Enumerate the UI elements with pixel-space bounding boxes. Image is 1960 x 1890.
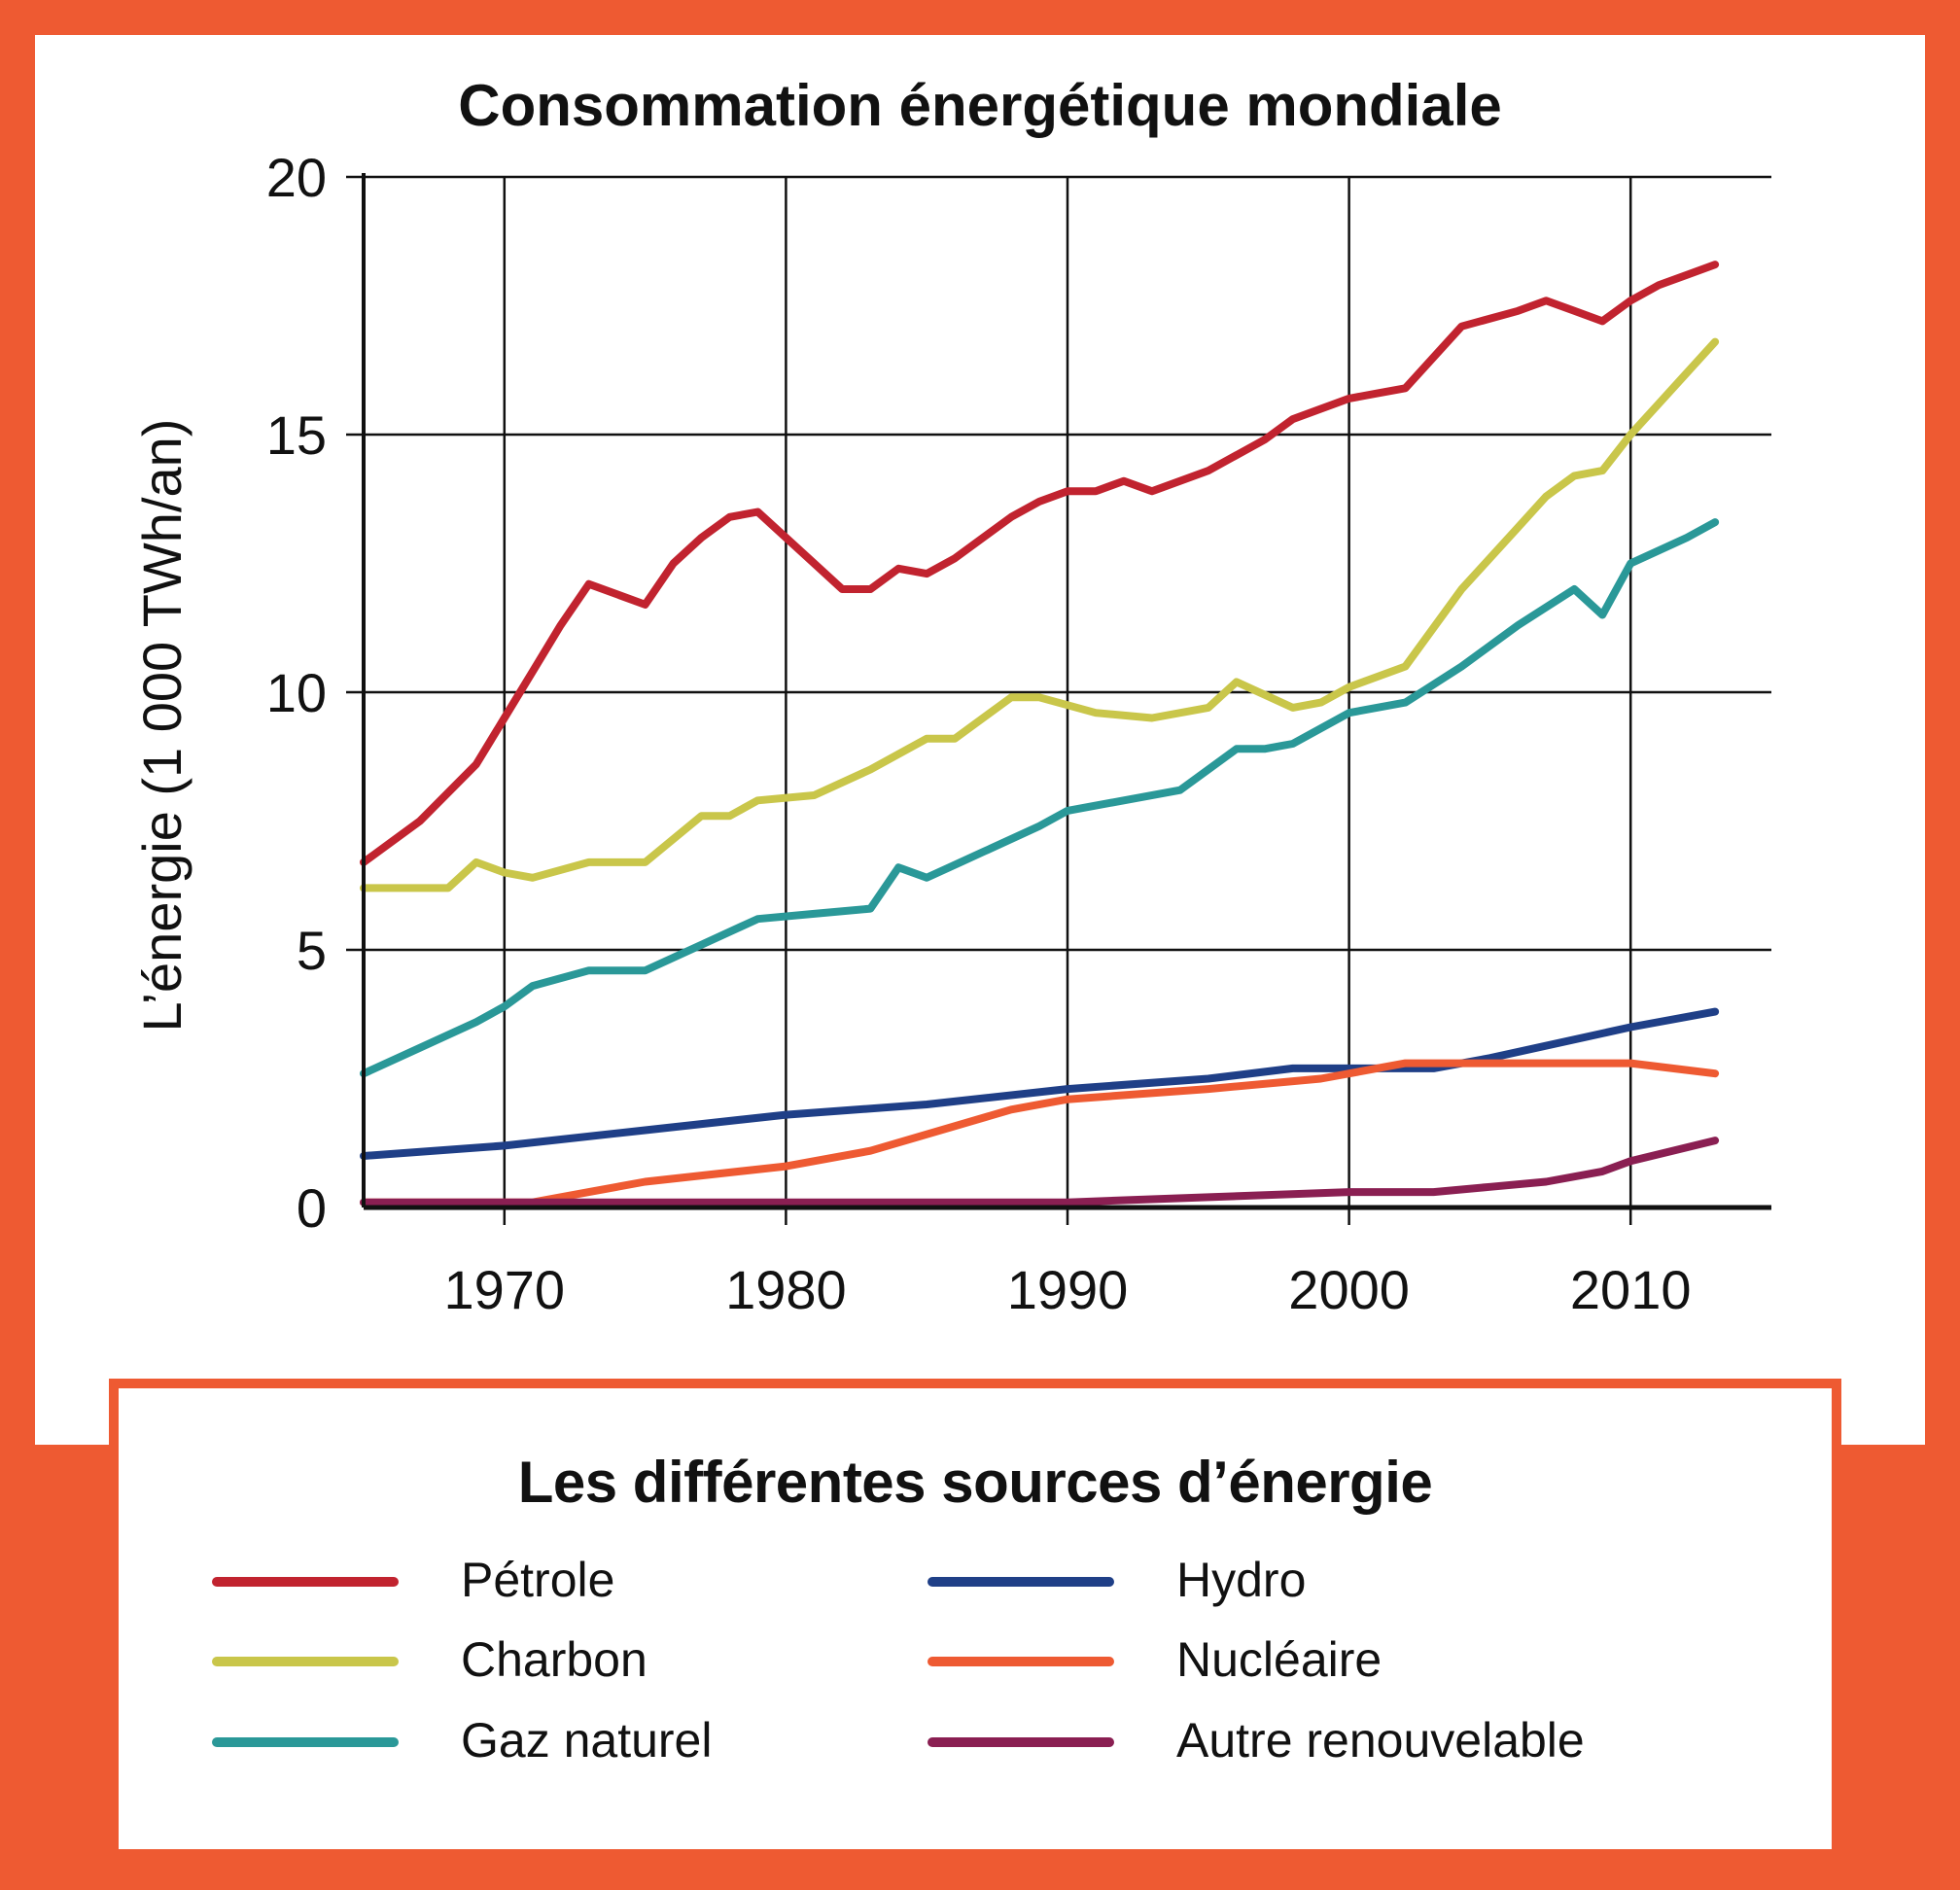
y-tick-label-2: 10 [266, 662, 327, 723]
legend-title: Les différentes sources d’énergie [517, 1450, 1433, 1515]
x-tick-label-4: 2010 [1570, 1259, 1692, 1320]
legend-box: Les différentes sources d’énergie Pétrol… [109, 1379, 1841, 1859]
tick-labels: 0 5 10 15 20 1970 1980 1990 2000 2010 [266, 147, 1692, 1320]
legend-swatch-5 [928, 1737, 1114, 1747]
y-tick-label-3: 15 [266, 404, 327, 466]
legend-label-3: Hydro [1176, 1553, 1307, 1607]
chart-frame: Consommation énergétique mondiale L’éner… [35, 35, 1925, 1445]
x-tick-label-3: 2000 [1288, 1259, 1410, 1320]
y-axis-label: L’énergie (1 000 TWh/an) [131, 419, 192, 1032]
legend-label-5: Autre renouvelable [1176, 1713, 1585, 1768]
series-line-1 [360, 337, 1720, 892]
chart-svg: Consommation énergétique mondiale L’éner… [131, 73, 1771, 1320]
legend-label-2: Gaz naturel [461, 1713, 713, 1768]
y-tick-label-1: 5 [297, 920, 327, 981]
series-line-3 [360, 1007, 1720, 1160]
legend-label-4: Nucléaire [1176, 1632, 1382, 1687]
x-tick-label-1: 1980 [725, 1259, 847, 1320]
axes [362, 173, 1771, 1210]
series-line-0 [360, 261, 1720, 866]
legend-swatch-4 [928, 1657, 1114, 1666]
y-tick-label-4: 20 [266, 147, 327, 208]
x-tick-label-2: 1990 [1007, 1259, 1129, 1320]
legend-swatch-0 [212, 1577, 399, 1587]
legend-label-1: Charbon [461, 1632, 648, 1687]
legend-swatch-1 [212, 1657, 399, 1666]
series-line-2 [360, 518, 1720, 1078]
grid-lines [346, 175, 1771, 1225]
series-line-5 [360, 1137, 1720, 1207]
series-lines [360, 261, 1720, 1207]
chart-title: Consommation énergétique mondiale [458, 73, 1501, 138]
x-tick-label-0: 1970 [444, 1259, 566, 1320]
legend-swatch-3 [928, 1577, 1114, 1587]
legend-swatch-2 [212, 1737, 399, 1747]
legend-label-0: Pétrole [461, 1553, 615, 1607]
y-tick-label-0: 0 [297, 1177, 327, 1239]
